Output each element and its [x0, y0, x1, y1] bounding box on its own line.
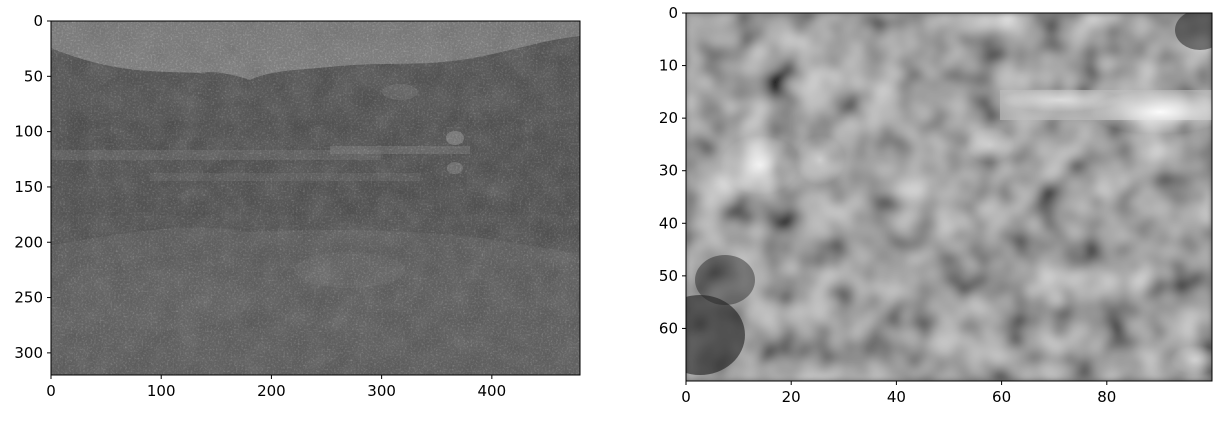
left-x-tick-label: 100: [147, 382, 176, 400]
right-y-tick-label: 0: [668, 4, 678, 22]
right-y-tick-label: 30: [659, 162, 678, 180]
left-y-tick-label: 200: [14, 233, 43, 251]
right-x-tick-label: 20: [782, 388, 801, 406]
left-x-ticks: 0 100 200 300 400: [46, 375, 506, 400]
right-image-panel: 0 20 40 60 80 0 10 20 30 40 50 60: [659, 4, 1213, 406]
left-x-tick-label: 0: [46, 382, 56, 400]
right-axes-frame: [685, 12, 1213, 382]
right-x-ticks: 0 20 40 60 80: [681, 381, 1116, 406]
left-y-ticks: 0 50 100 150 200 250 300: [14, 12, 51, 362]
left-x-tick-label: 400: [478, 382, 507, 400]
left-image-panel: 0 100 200 300 400 0 50 100 150 200 250 300: [14, 12, 581, 400]
right-x-tick-label: 60: [992, 388, 1011, 406]
left-y-tick-label: 100: [14, 123, 43, 141]
left-x-tick-label: 300: [367, 382, 396, 400]
left-y-tick-label: 50: [24, 67, 43, 85]
right-x-tick-label: 40: [887, 388, 906, 406]
right-y-tick-label: 50: [659, 267, 678, 285]
left-x-tick-label: 200: [257, 382, 286, 400]
right-x-tick-label: 0: [681, 388, 691, 406]
right-y-ticks: 0 10 20 30 40 50 60: [659, 4, 686, 337]
right-y-tick-label: 40: [659, 214, 678, 232]
right-image: [686, 13, 1212, 381]
right-y-tick-label: 10: [659, 57, 678, 75]
right-x-tick-label: 80: [1097, 388, 1116, 406]
left-y-tick-label: 150: [14, 178, 43, 196]
left-axes-frame: [50, 20, 581, 376]
left-image: [51, 21, 580, 375]
left-y-tick-label: 250: [14, 289, 43, 307]
right-y-tick-label: 60: [659, 319, 678, 337]
left-y-tick-label: 0: [33, 12, 43, 30]
right-y-tick-label: 20: [659, 109, 678, 127]
left-y-tick-label: 300: [14, 344, 43, 362]
